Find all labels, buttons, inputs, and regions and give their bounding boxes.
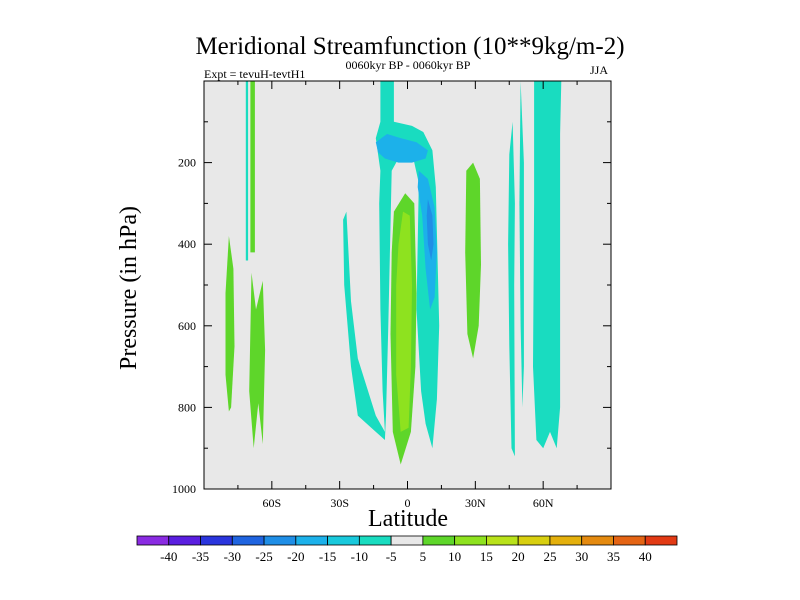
axis-ticks: 60S 30S 0 30N 60N 200 400 600 800 1000 [172,81,612,510]
colorbar-swatch [168,535,201,546]
colorbar-swatch [390,535,424,546]
contour-region-left-green-lobe-b [249,272,266,449]
contour-region-equatorial-yellowgreen-core [396,211,412,432]
contour-region-northern-deep-core [426,199,434,261]
y-tick-label: 600 [178,319,196,333]
x-tick-label: 60S [262,496,281,510]
colorbar-label: -25 [255,549,272,564]
colorbar-swatch [327,535,360,546]
contour-region-left-thin-strip [245,81,249,261]
colorbar-label: 40 [639,549,652,564]
y-tick-label: 200 [178,156,196,170]
colorbar-swatch [263,535,297,546]
colorbar-swatch [549,535,583,546]
contour-region-upper-blue-band [375,134,428,163]
colorbar-label: 25 [543,549,556,564]
colorbar-swatch [231,535,265,546]
contour-region-45n-cyan-strip [508,121,515,457]
colorbar-label: 5 [420,549,427,564]
x-tick-label: 0 [405,496,411,510]
colorbar-label: 20 [512,549,525,564]
y-tick-label: 800 [178,400,196,414]
contour-region-left-green-lobe-a [225,236,235,412]
colorbar-swatch [517,535,551,546]
colorbar-label: -20 [287,549,304,564]
y-axis-title: Pressure (in hPa) [116,206,142,370]
x-axis-title: Latitude [368,506,448,532]
contour-region-left-green-strip [250,81,255,253]
y-tick-label: 1000 [172,482,196,496]
contour-region-60n-cyan-column [533,81,562,449]
chart-title: Meridional Streamfunction (10**9kg/m-2) [195,33,624,60]
colorbar: -40 -35 -30 -25 -20 -15 -10 -5 5 10 15 20 25 30 35 40 [136,535,678,564]
colorbar-swatch [295,535,328,546]
colorbar-swatch [613,535,646,546]
colorbar-swatch [200,535,233,546]
colorbar-swatch [136,535,170,546]
colorbar-label: -30 [224,549,241,564]
colorbar-label: -15 [319,549,336,564]
center-string: 0060kyr BP - 0060kyr BP [346,58,471,72]
colorbar-swatch [644,535,678,546]
contour-region-30n-green-column [465,162,481,359]
colorbar-swatch [454,535,487,546]
colorbar-label: 30 [575,549,588,564]
colorbar-label: 10 [448,549,461,564]
x-tick-label: 30S [330,496,349,510]
colorbar-label: -35 [192,549,209,564]
contour-region-northern-blue-core [417,170,437,310]
right-string: JJA [590,63,608,77]
contour-region-52n-cyan-strip [519,81,524,408]
x-tick-label: 30N [465,496,486,510]
colorbar-label: -5 [386,549,397,564]
y-tick-label: 400 [178,237,196,251]
colorbar-swatch [486,535,519,546]
colorbar-label: -10 [351,549,368,564]
colorbar-swatch [581,535,614,546]
contour-regions [225,81,562,465]
left-string: Expt = tevuH-tevtH1 [204,67,305,81]
colorbar-label: 15 [480,549,493,564]
colorbar-label: 35 [607,549,620,564]
colorbar-swatch [358,535,392,546]
colorbar-label: -40 [160,549,177,564]
colorbar-swatch [422,535,456,546]
x-tick-label: 60N [533,496,554,510]
